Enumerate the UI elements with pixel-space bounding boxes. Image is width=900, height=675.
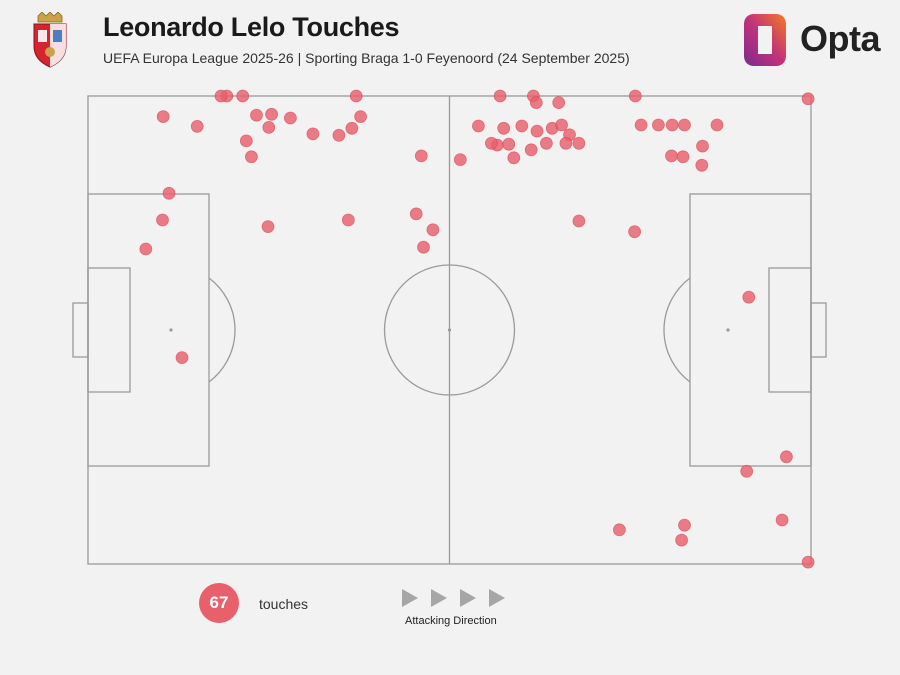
touch-point	[634, 118, 648, 132]
left-penalty-arc	[208, 277, 236, 383]
touch-point	[175, 351, 189, 365]
touch-point	[471, 119, 485, 133]
touch-point	[676, 150, 690, 164]
touch-point	[354, 110, 368, 123]
touch-point	[675, 533, 688, 547]
touch-point	[156, 110, 170, 123]
touch-point	[414, 149, 428, 163]
touch-point	[417, 240, 430, 254]
arrow-right-icon	[489, 589, 505, 607]
touch-points	[139, 89, 815, 569]
left-penalty-spot	[169, 328, 173, 332]
touch-point	[801, 555, 815, 569]
touch-point	[244, 150, 258, 164]
touch-point	[559, 136, 573, 150]
touch-point	[502, 137, 516, 151]
touch-point	[696, 139, 709, 153]
touch-point	[409, 207, 423, 221]
right-six-yard-box	[768, 267, 812, 393]
left-six-yard-box	[87, 267, 131, 393]
page-title: Leonardo Lelo Touches	[103, 12, 400, 42]
left-goal	[72, 302, 89, 358]
touch-point	[349, 89, 363, 103]
touch-point	[239, 134, 253, 148]
touch-point	[678, 518, 691, 532]
touch-point	[628, 89, 642, 103]
touch-point	[156, 213, 169, 227]
touch-point	[742, 290, 756, 304]
touch-point	[283, 111, 297, 125]
right-penalty-area	[689, 193, 812, 467]
touch-point	[710, 118, 724, 132]
arrow-right-icon	[431, 589, 447, 607]
touch-point	[426, 223, 440, 237]
right-goal	[810, 302, 827, 358]
touch-point	[524, 143, 538, 157]
touch-point	[678, 118, 691, 132]
touch-point	[775, 513, 789, 527]
touch-point	[139, 242, 153, 256]
touch-point	[345, 121, 359, 135]
opta-wordmark: Opta	[800, 18, 881, 59]
opta-logo: Opta	[740, 12, 881, 68]
right-penalty-spot	[726, 328, 730, 332]
touch-point	[740, 464, 754, 478]
touch-point	[453, 153, 467, 167]
touch-point	[801, 92, 815, 106]
touch-point	[497, 121, 511, 135]
arrow-right-icon	[402, 589, 418, 607]
left-penalty-area	[87, 193, 210, 467]
center-spot	[447, 328, 452, 332]
touch-point	[529, 96, 543, 109]
touch-point	[190, 120, 204, 133]
touch-point	[540, 136, 553, 150]
touch-point	[665, 149, 678, 163]
touch-point	[484, 136, 498, 150]
touch-point	[250, 108, 263, 122]
touch-point	[572, 214, 586, 228]
touch-point	[530, 124, 544, 138]
touch-point	[555, 118, 568, 132]
opta-logo-icon	[744, 14, 786, 66]
touch-count-label: touches	[259, 596, 309, 612]
touch-point	[572, 136, 586, 150]
touch-point	[695, 158, 709, 172]
touch-point	[262, 121, 276, 134]
touch-point	[652, 118, 665, 132]
touch-point	[613, 523, 626, 537]
touch-point	[507, 151, 521, 165]
attacking-direction-arrows	[402, 589, 505, 607]
touch-point	[236, 89, 250, 103]
touch-point	[780, 450, 793, 464]
center-circle	[383, 264, 516, 396]
touch-point	[552, 96, 566, 109]
club-crest-icon	[33, 12, 67, 68]
attacking-direction-label: Attacking Direction	[405, 615, 497, 627]
touch-point	[162, 186, 176, 200]
touch-point	[306, 127, 320, 141]
touch-point	[332, 128, 346, 142]
touch-point	[493, 89, 507, 103]
touch-point	[214, 89, 228, 103]
touch-point	[261, 220, 275, 234]
arrow-right-icon	[460, 589, 476, 607]
touch-count-badge: 67	[199, 583, 239, 623]
right-penalty-arc	[663, 277, 691, 383]
touch-point	[628, 225, 641, 239]
touch-point	[341, 213, 355, 227]
touch-point	[515, 119, 529, 133]
touch-point	[265, 107, 279, 121]
touch-point	[665, 118, 679, 132]
match-subtitle: UEFA Europa League 2025-26 | Sporting Br…	[103, 50, 630, 66]
